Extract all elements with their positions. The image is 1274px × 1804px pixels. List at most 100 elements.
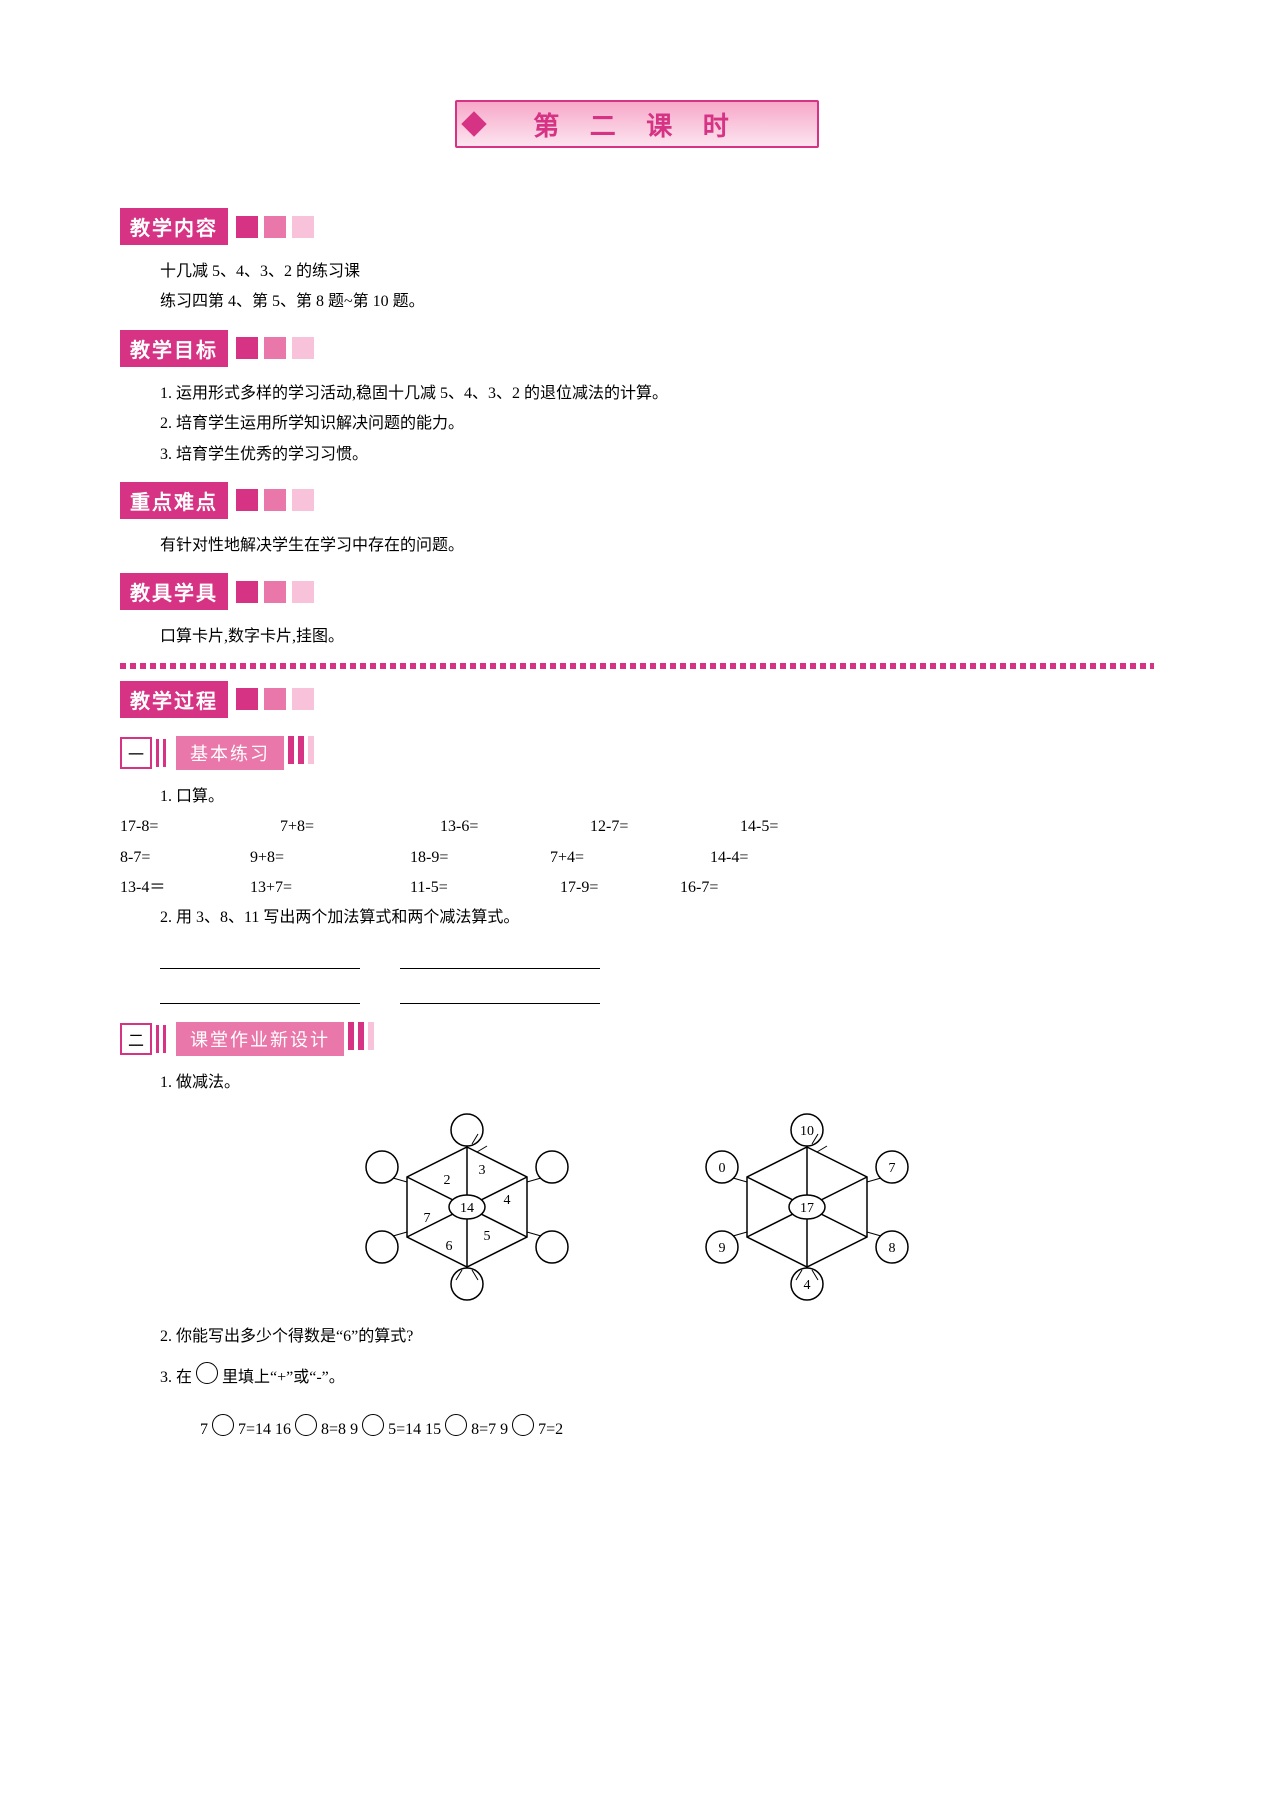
circle-icon[interactable] (295, 1414, 317, 1436)
blank-line[interactable] (400, 981, 600, 1004)
eq-part: 5=14 (388, 1421, 421, 1438)
section-tools-body: 口算卡片,数字卡片,挂图。 (160, 622, 1154, 652)
page: 第 二 课 时 教学内容 十几减 5、4、3、2 的练习课 练习四第 4、第 5… (0, 0, 1274, 1525)
section-goals-label: 教学目标 (120, 330, 1154, 367)
blank-lines-row1 (160, 946, 1154, 969)
blank-line[interactable] (400, 946, 600, 969)
section-goals-body: 1. 运用形式多样的学习活动,稳固十几减 5、4、3、2 的退位减法的计算。 2… (160, 379, 1154, 470)
hex1-slice: 2 (444, 1173, 451, 1188)
divider (120, 663, 1154, 669)
section-content-body: 十几减 5、4、3、2 的练习课 练习四第 4、第 5、第 8 题~第 10 题… (160, 257, 1154, 318)
part2-label: 二 课堂作业新设计 (120, 1022, 1154, 1056)
hex1-slice: 7 (424, 1211, 431, 1226)
p2-item3-tail: 里填上“+”或“-”。 (222, 1369, 345, 1386)
content-line-1: 十几减 5、4、3、2 的练习课 (160, 257, 1154, 287)
decor-squares (236, 337, 320, 359)
section-goals-label-text: 教学目标 (120, 330, 228, 367)
eq-cell: 7+8= (280, 812, 440, 842)
circle-icon[interactable] (512, 1414, 534, 1436)
eq-part: 7=14 (238, 1421, 271, 1438)
eq-part: 9 (350, 1421, 358, 1438)
hex1-slice: 5 (484, 1229, 491, 1244)
decor-squares (236, 688, 320, 710)
eq-cell: 13-4＝ (120, 873, 250, 903)
section-process-label: 教学过程 (120, 681, 1154, 718)
eq-part: 8=7 (471, 1421, 496, 1438)
goal-line-2: 2. 培育学生运用所学知识解决问题的能力。 (160, 409, 1154, 439)
eq-cell: 12-7= (590, 812, 740, 842)
hex-diagram-2: 17 10 7 8 4 9 0 (677, 1112, 937, 1302)
section-key-label: 重点难点 (120, 482, 1154, 519)
hex1-slice: 4 (504, 1193, 511, 1208)
hex2-outer: 9 (719, 1241, 726, 1256)
eq-part: 8=8 (321, 1421, 346, 1438)
eq-cell: 11-5= (410, 873, 560, 903)
eq-row-3: 13-4＝ 13+7= 11-5= 17-9= 16-7= (120, 873, 1154, 903)
eq-cell: 13+7= (250, 873, 410, 903)
p1-item1-label: 1. 口算。 (160, 782, 1154, 812)
eq-cell: 13-6= (440, 812, 590, 842)
content-line-2: 练习四第 4、第 5、第 8 题~第 10 题。 (160, 287, 1154, 317)
eq-cell: 18-9= (410, 843, 550, 873)
eq-part: 16 (275, 1421, 291, 1438)
eq-part: 7=2 (538, 1421, 563, 1438)
part2-num: 二 (120, 1023, 152, 1055)
decor-bars (156, 1025, 170, 1053)
goal-line-1: 1. 运用形式多样的学习活动,稳固十几减 5、4、3、2 的退位减法的计算。 (160, 379, 1154, 409)
eq-part: 9 (500, 1421, 508, 1438)
blank-lines-row2 (160, 981, 1154, 1004)
decor-trail (284, 736, 314, 769)
p2-item2-label: 2. 你能写出多少个得数是“6”的算式? (160, 1322, 1154, 1352)
decor-trail (344, 1022, 374, 1055)
hex2-outer: 0 (719, 1161, 726, 1176)
decor-bars (156, 739, 170, 767)
blank-line[interactable] (160, 946, 360, 969)
eq-cell: 16-7= (680, 873, 800, 903)
section-key-label-text: 重点难点 (120, 482, 228, 519)
goal-line-3: 3. 培育学生优秀的学习习惯。 (160, 440, 1154, 470)
hex2-center: 17 (800, 1201, 814, 1216)
section-content-label: 教学内容 (120, 208, 1154, 245)
part2-title: 课堂作业新设计 (176, 1022, 344, 1056)
p2-item3-prefix: 3. 在 (160, 1369, 192, 1386)
eq-cell: 14-4= (710, 843, 830, 873)
circle-icon[interactable] (362, 1414, 384, 1436)
eq-cell: 17-8= (120, 812, 280, 842)
section-key-body: 有针对性地解决学生在学习中存在的问题。 (160, 531, 1154, 561)
decor-squares (236, 581, 320, 603)
hex-diagram-1: 14 3 4 5 6 7 2 (337, 1112, 597, 1302)
hex2-outer: 8 (889, 1241, 896, 1256)
eq-cell: 8-7= (120, 843, 250, 873)
eq-cell: 17-9= (560, 873, 680, 903)
blank-line[interactable] (160, 981, 360, 1004)
eq-cell: 9+8= (250, 843, 410, 873)
section-tools-label-text: 教具学具 (120, 573, 228, 610)
hex2-outer: 10 (800, 1124, 814, 1139)
lesson-title-banner: 第 二 课 时 (455, 100, 819, 148)
hex2-outer: 4 (804, 1278, 811, 1293)
decor-squares (236, 489, 320, 511)
decor-squares (236, 216, 320, 238)
eq-part: 15 (425, 1421, 441, 1438)
p2-item3-label: 3. 在 里填上“+”或“-”。 (160, 1362, 1154, 1393)
hex1-center: 14 (460, 1201, 474, 1216)
p1-item2-label: 2. 用 3、8、11 写出两个加法算式和两个减法算式。 (160, 903, 1154, 933)
eq-cell: 14-5= (740, 812, 860, 842)
part1-label: 一 基本练习 (120, 736, 1154, 770)
hex2-outer: 7 (889, 1161, 896, 1176)
lesson-title: 第 二 课 时 (533, 106, 741, 143)
circle-icon[interactable] (445, 1414, 467, 1436)
eq-cell: 7+4= (550, 843, 710, 873)
p2-item3-equation: 7 7=14 16 8=8 9 5=14 15 8=7 9 7=2 (200, 1414, 1154, 1445)
eq-row-2: 8-7= 9+8= 18-9= 7+4= 14-4= (120, 843, 1154, 873)
mental-math-table: 17-8= 7+8= 13-6= 12-7= 14-5= 8-7= 9+8= 1… (120, 812, 1154, 903)
section-tools-label: 教具学具 (120, 573, 1154, 610)
eq-row-1: 17-8= 7+8= 13-6= 12-7= 14-5= (120, 812, 1154, 842)
part1-num: 一 (120, 737, 152, 769)
p2-item1-label: 1. 做减法。 (160, 1068, 1154, 1098)
hex1-slice: 3 (479, 1163, 486, 1178)
part1-title: 基本练习 (176, 736, 284, 770)
circle-icon[interactable] (212, 1414, 234, 1436)
hex1-slice: 6 (446, 1239, 453, 1254)
hex-diagrams: 14 3 4 5 6 7 2 (120, 1112, 1154, 1302)
